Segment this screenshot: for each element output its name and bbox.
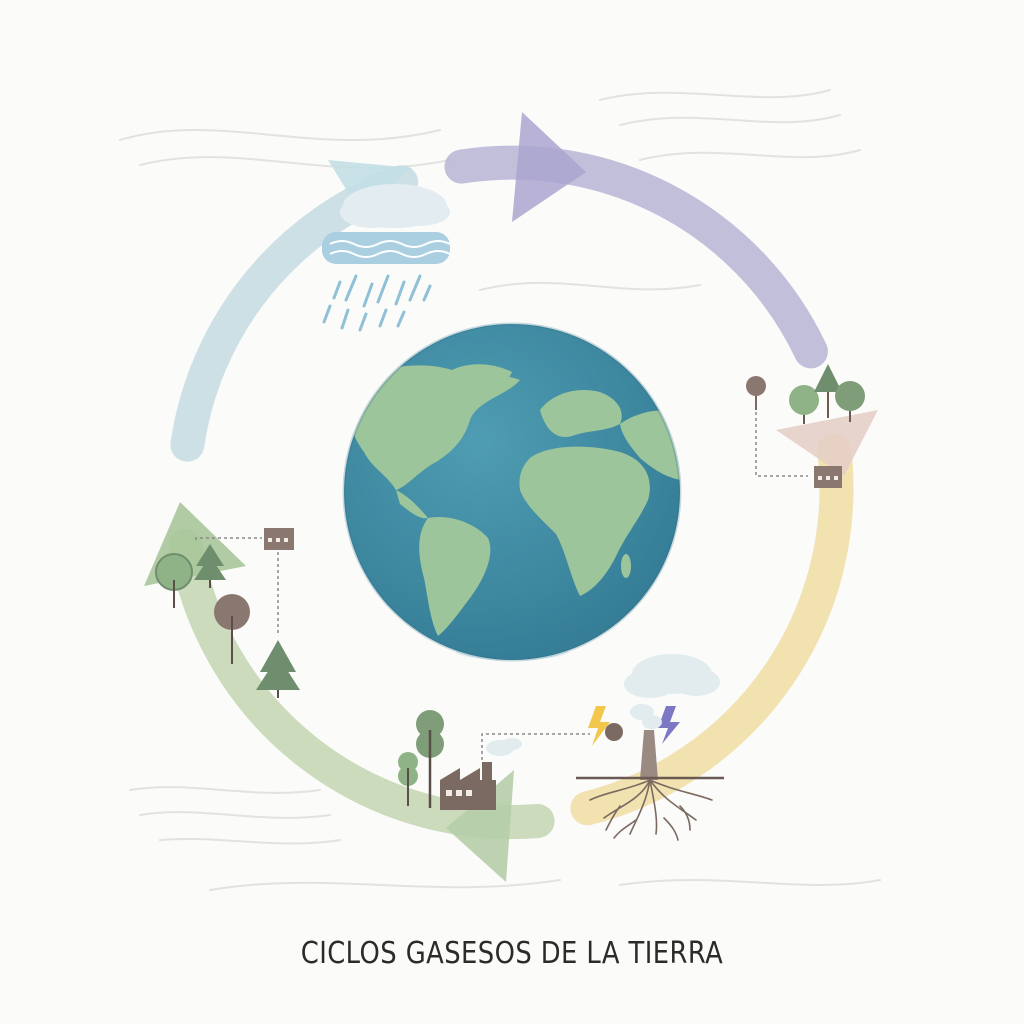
diagram-title: CICLOS GASESOS DE LA TIERRA (300, 936, 724, 971)
cloud-rain-icon (322, 184, 451, 332)
factory-icon (440, 738, 522, 810)
building-icon-left (264, 528, 294, 550)
continent-africa (519, 446, 650, 596)
arrow-top-icon (512, 112, 586, 222)
lightning-icon-purple (658, 706, 680, 744)
smokestack-icon (630, 704, 662, 780)
dashed-connector-right (755, 412, 808, 477)
continent-south-america (419, 516, 491, 636)
continent-europe (540, 390, 622, 437)
left-trees-icon (155, 544, 300, 698)
dashed-connector-bottom (481, 733, 590, 760)
arrow-upper-left-icon (328, 160, 412, 212)
arrow-bottom-icon (446, 770, 514, 882)
continent-central-america (396, 490, 428, 519)
building-icon-right (814, 466, 842, 488)
trees-icon (746, 364, 865, 424)
bottom-trees-icon (398, 710, 444, 808)
roots-icon (589, 779, 713, 841)
continent-north-america (348, 365, 520, 490)
dashed-connector-left (195, 537, 262, 540)
pine-tree-icon (196, 544, 224, 566)
arrow-right-icon (776, 410, 878, 476)
storm-cloud-icon (624, 654, 720, 698)
lightning-icon-yellow (588, 706, 610, 746)
continent-greenland (452, 364, 512, 395)
globe-icon (342, 322, 682, 662)
particle-icon (605, 723, 623, 741)
island-madagascar (621, 554, 631, 578)
cycle-segment-right (570, 433, 854, 826)
wind-lines (119, 89, 881, 891)
